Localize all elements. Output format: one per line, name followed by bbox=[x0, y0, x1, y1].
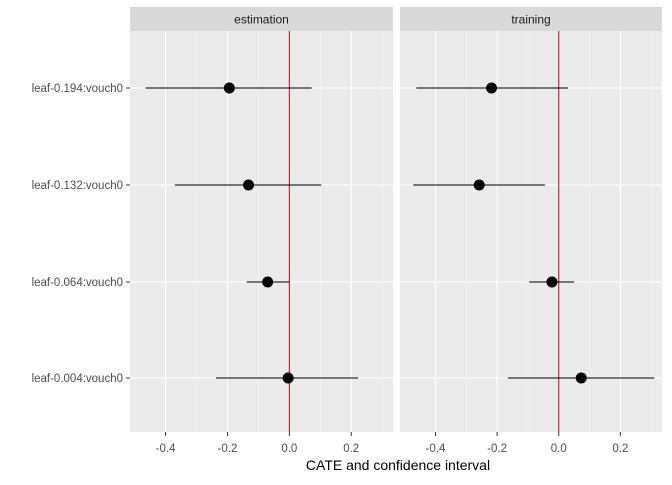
facet-strip bbox=[400, 7, 662, 31]
facet-estimation: estimation bbox=[130, 7, 393, 432]
x-axis-training: -0.4 -0.2 0.0 0.2 bbox=[426, 432, 628, 455]
facet-training: training bbox=[400, 7, 662, 432]
x-axis-estimation: -0.4 -0.2 0.0 0.2 bbox=[156, 432, 359, 455]
estimate-point bbox=[243, 179, 255, 191]
x-tick-label: -0.2 bbox=[487, 443, 507, 455]
facet-strip-label: estimation bbox=[234, 13, 289, 27]
panel-background bbox=[400, 31, 662, 432]
x-axes: -0.4 -0.2 0.0 0.2 -0.4 -0.2 0.0 0.2 bbox=[156, 432, 628, 455]
x-tick-label: 0.2 bbox=[343, 443, 359, 455]
facet-panels: estimation training bbox=[130, 7, 662, 432]
y-axis-labels: leaf-0.194:vouch0 leaf-0.132:vouch0 leaf-0… bbox=[32, 83, 130, 385]
y-tick-label: leaf-0.132:vouch0 bbox=[32, 180, 123, 192]
estimate-point bbox=[546, 276, 558, 288]
estimate-point bbox=[223, 82, 235, 94]
x-tick-label: 0.0 bbox=[551, 443, 567, 455]
y-tick-label: leaf-0.064:vouch0 bbox=[32, 277, 123, 289]
estimate-point bbox=[262, 276, 274, 288]
estimate-point bbox=[282, 372, 294, 384]
estimate-point bbox=[575, 372, 587, 384]
panel-background bbox=[130, 31, 393, 432]
y-tick-label: leaf-0.004:vouch0 bbox=[32, 373, 123, 385]
y-tick-label: leaf-0.194:vouch0 bbox=[32, 83, 123, 95]
x-tick-label: 0.2 bbox=[612, 443, 628, 455]
x-tick-label: -0.4 bbox=[156, 443, 176, 455]
x-axis-title: CATE and confidence interval bbox=[306, 457, 490, 473]
x-tick-label: -0.2 bbox=[218, 443, 238, 455]
x-tick-label: 0.0 bbox=[281, 443, 297, 455]
facet-strip-label: training bbox=[511, 13, 550, 27]
facet-strip bbox=[130, 7, 393, 31]
x-tick-label: -0.4 bbox=[426, 443, 446, 455]
estimate-point bbox=[486, 82, 498, 94]
estimate-point bbox=[473, 179, 485, 191]
